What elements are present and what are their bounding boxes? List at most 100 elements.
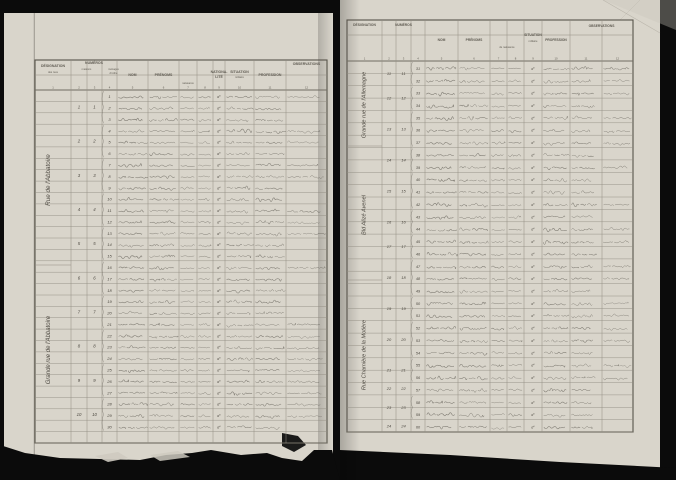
svg-text:NOM: NOM bbox=[438, 38, 446, 42]
svg-text:12: 12 bbox=[305, 86, 309, 90]
svg-text:naissance: naissance bbox=[182, 81, 194, 85]
svg-text:18: 18 bbox=[387, 275, 392, 280]
svg-text:19: 19 bbox=[401, 306, 406, 311]
svg-text:12: 12 bbox=[616, 57, 620, 61]
svg-text:d°: d° bbox=[217, 95, 221, 99]
svg-text:d°: d° bbox=[217, 357, 221, 361]
svg-text:d°: d° bbox=[217, 232, 221, 236]
svg-text:22: 22 bbox=[400, 386, 406, 391]
svg-text:11: 11 bbox=[387, 71, 391, 76]
svg-text:d°: d° bbox=[217, 209, 221, 213]
svg-text:d°: d° bbox=[217, 107, 221, 111]
svg-text:d°: d° bbox=[217, 369, 221, 373]
svg-text:Bld Alizé Avenel: Bld Alizé Avenel bbox=[362, 194, 368, 235]
svg-text:PRÉNOMS: PRÉNOMS bbox=[155, 72, 173, 77]
svg-text:29: 29 bbox=[106, 413, 112, 418]
svg-text:41: 41 bbox=[416, 191, 420, 195]
svg-text:16: 16 bbox=[401, 219, 406, 224]
svg-text:d°: d° bbox=[217, 425, 221, 429]
svg-text:22: 22 bbox=[386, 386, 392, 391]
svg-text:d°: d° bbox=[217, 391, 221, 395]
svg-text:31: 31 bbox=[416, 67, 420, 71]
svg-text:ménages: ménages bbox=[108, 67, 119, 71]
svg-text:10: 10 bbox=[92, 412, 97, 417]
svg-text:21: 21 bbox=[106, 322, 111, 327]
svg-text:12: 12 bbox=[387, 96, 392, 101]
svg-text:34: 34 bbox=[416, 104, 420, 108]
svg-text:17: 17 bbox=[107, 276, 112, 281]
svg-text:d°: d° bbox=[217, 198, 221, 202]
svg-text:19: 19 bbox=[107, 299, 112, 304]
svg-text:10: 10 bbox=[77, 412, 82, 417]
svg-text:14: 14 bbox=[401, 157, 406, 162]
svg-text:12: 12 bbox=[107, 220, 112, 225]
svg-text:d°: d° bbox=[217, 289, 221, 293]
svg-text:d°: d° bbox=[217, 334, 221, 338]
svg-text:21: 21 bbox=[386, 368, 391, 373]
svg-text:NOM: NOM bbox=[128, 73, 136, 77]
svg-text:d°: d° bbox=[217, 175, 221, 179]
svg-text:des rues: des rues bbox=[48, 70, 59, 74]
svg-text:25: 25 bbox=[106, 368, 112, 373]
svg-text:d°: d° bbox=[217, 118, 221, 122]
svg-text:19: 19 bbox=[387, 306, 392, 311]
svg-text:d°: d° bbox=[217, 221, 221, 225]
svg-text:militaire: militaire bbox=[529, 39, 538, 43]
svg-text:17: 17 bbox=[387, 244, 392, 249]
svg-text:d°: d° bbox=[217, 300, 221, 304]
svg-text:24: 24 bbox=[106, 356, 112, 361]
svg-text:23: 23 bbox=[386, 405, 392, 410]
svg-text:DÉSIGNATION: DÉSIGNATION bbox=[353, 22, 376, 27]
svg-text:20: 20 bbox=[106, 311, 112, 316]
svg-text:17: 17 bbox=[401, 244, 406, 249]
svg-text:23: 23 bbox=[400, 405, 406, 410]
svg-text:13: 13 bbox=[401, 127, 406, 132]
svg-text:11: 11 bbox=[585, 57, 588, 61]
svg-text:20: 20 bbox=[386, 337, 392, 342]
svg-text:d°: d° bbox=[217, 129, 221, 133]
svg-text:13: 13 bbox=[387, 127, 392, 132]
svg-text:d°: d° bbox=[217, 266, 221, 270]
svg-text:d°: d° bbox=[217, 312, 221, 316]
svg-text:14: 14 bbox=[107, 242, 112, 247]
svg-text:44: 44 bbox=[416, 228, 420, 232]
svg-text:23: 23 bbox=[106, 345, 112, 350]
svg-text:24: 24 bbox=[386, 423, 392, 428]
svg-text:Rue de l'Abbatoire: Rue de l'Abbatoire bbox=[45, 154, 52, 206]
svg-text:d°: d° bbox=[217, 141, 221, 145]
svg-text:14: 14 bbox=[387, 157, 392, 162]
svg-text:22: 22 bbox=[106, 333, 112, 338]
svg-text:11: 11 bbox=[269, 86, 272, 90]
svg-text:d°: d° bbox=[217, 243, 221, 247]
svg-text:de naissance: de naissance bbox=[499, 45, 515, 49]
svg-text:16: 16 bbox=[107, 265, 112, 270]
svg-text:15: 15 bbox=[401, 188, 406, 193]
svg-text:NUMÉROS: NUMÉROS bbox=[85, 60, 104, 65]
svg-text:PROFESSION: PROFESSION bbox=[545, 38, 567, 42]
svg-text:51: 51 bbox=[416, 314, 420, 318]
svg-text:d°: d° bbox=[217, 164, 221, 168]
svg-text:54: 54 bbox=[416, 351, 420, 355]
svg-text:d°: d° bbox=[217, 255, 221, 259]
svg-text:15: 15 bbox=[107, 254, 112, 259]
svg-text:Grande rue de l'Abbatoire: Grande rue de l'Abbatoire bbox=[46, 315, 52, 384]
svg-text:30: 30 bbox=[107, 424, 112, 429]
svg-text:d°: d° bbox=[217, 277, 221, 281]
svg-text:NATIONA-: NATIONA- bbox=[211, 70, 229, 74]
svg-text:d°: d° bbox=[217, 380, 221, 384]
svg-text:d°: d° bbox=[217, 403, 221, 407]
svg-text:NUMÉROS: NUMÉROS bbox=[395, 22, 413, 27]
svg-text:10: 10 bbox=[107, 197, 112, 202]
svg-text:21: 21 bbox=[400, 368, 405, 373]
svg-text:10: 10 bbox=[238, 86, 242, 90]
svg-text:d°: d° bbox=[217, 323, 221, 327]
svg-text:27: 27 bbox=[106, 390, 112, 395]
svg-text:Grande rue de l'Allemagne: Grande rue de l'Allemagne bbox=[362, 72, 368, 138]
svg-text:13: 13 bbox=[107, 231, 112, 236]
svg-text:d°: d° bbox=[217, 346, 221, 350]
svg-text:d'ordre: d'ordre bbox=[110, 71, 119, 75]
svg-text:LITÉ: LITÉ bbox=[215, 74, 223, 79]
svg-text:18: 18 bbox=[107, 288, 112, 293]
svg-text:26: 26 bbox=[106, 379, 112, 384]
svg-text:PROFESSION: PROFESSION bbox=[259, 73, 282, 77]
